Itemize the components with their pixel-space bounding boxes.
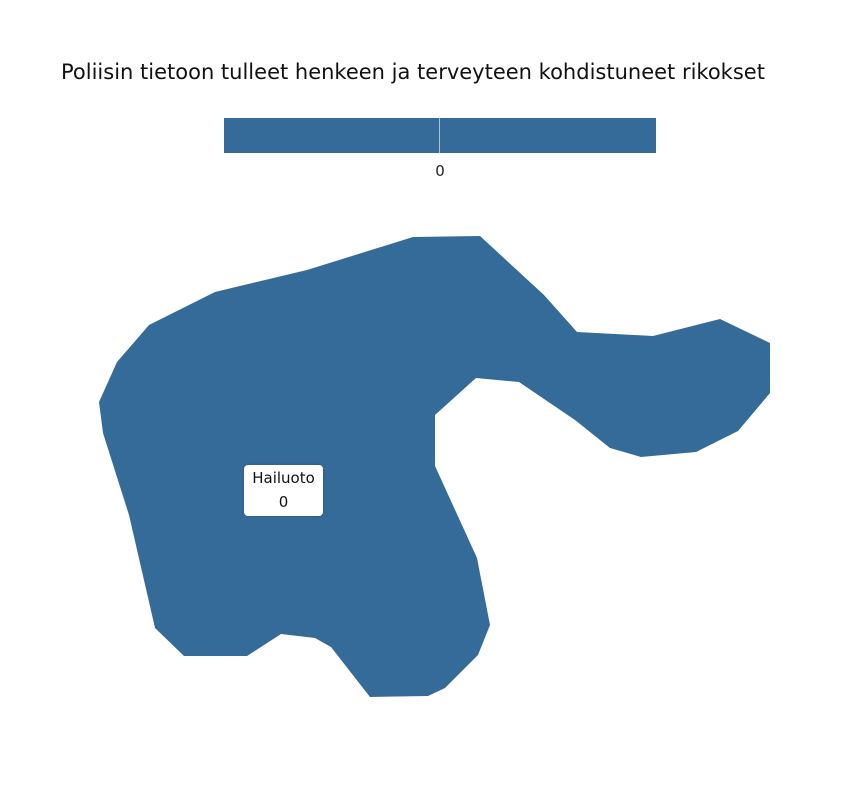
region-tooltip: Hailuoto 0: [244, 465, 323, 516]
legend-tick-label: 0: [435, 162, 445, 180]
legend-tick: [439, 118, 440, 153]
legend-color-bar: [224, 118, 656, 153]
region-hailuoto[interactable]: [99, 236, 770, 697]
map-title: Poliisin tietoon tulleet henkeen ja terv…: [61, 60, 765, 84]
region-name: Hailuoto: [252, 469, 315, 487]
region-value: 0: [278, 493, 289, 511]
